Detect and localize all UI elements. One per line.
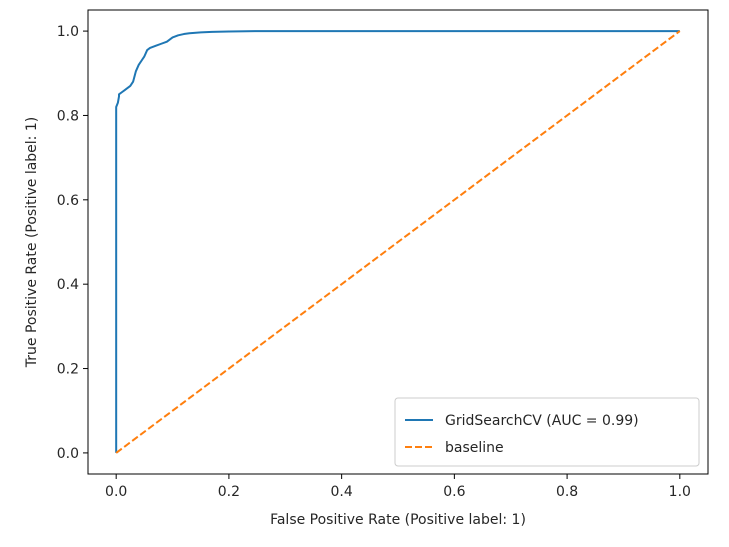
axes-frame xyxy=(87,9,709,475)
legend: GridSearchCV (AUC = 0.99) baseline xyxy=(394,397,700,467)
x-tick-label: 0.4 xyxy=(331,484,353,500)
x-tick-label: 0.2 xyxy=(218,484,240,500)
x-tick-label: 1.0 xyxy=(669,484,691,500)
x-axis: 0.0 0.2 0.4 0.6 0.8 1.0 xyxy=(105,474,691,500)
y-tick-label: 0.8 xyxy=(57,108,79,124)
x-tick-label: 0.8 xyxy=(556,484,578,500)
y-tick-label: 0.2 xyxy=(57,362,79,378)
legend-entry-baseline: baseline xyxy=(445,440,504,456)
plot-area: 0.0 0.2 0.4 0.6 0.8 1.0 0.0 0.2 0.4 0.6 0.8 1.0 xyxy=(57,9,709,500)
y-tick-label: 0.4 xyxy=(57,277,79,293)
series-line-gridsearchcv xyxy=(115,30,680,453)
y-axis: 0.0 0.2 0.4 0.6 0.8 1.0 xyxy=(57,24,88,462)
x-tick-label: 0.6 xyxy=(443,484,465,500)
y-tick-label: 1.0 xyxy=(57,24,79,40)
y-axis-label: True Positive Rate (Positive label: 1) xyxy=(24,117,40,368)
y-tick-label: 0.6 xyxy=(57,193,79,209)
legend-entry-gridsearchcv: GridSearchCV (AUC = 0.99) xyxy=(445,413,639,429)
y-tick-label: 0.0 xyxy=(57,446,79,462)
legend-box xyxy=(394,397,700,467)
x-tick-label: 0.0 xyxy=(105,484,127,500)
x-axis-label: False Positive Rate (Positive label: 1) xyxy=(270,512,526,528)
series-line-baseline xyxy=(115,30,681,454)
series-layer xyxy=(115,30,681,454)
